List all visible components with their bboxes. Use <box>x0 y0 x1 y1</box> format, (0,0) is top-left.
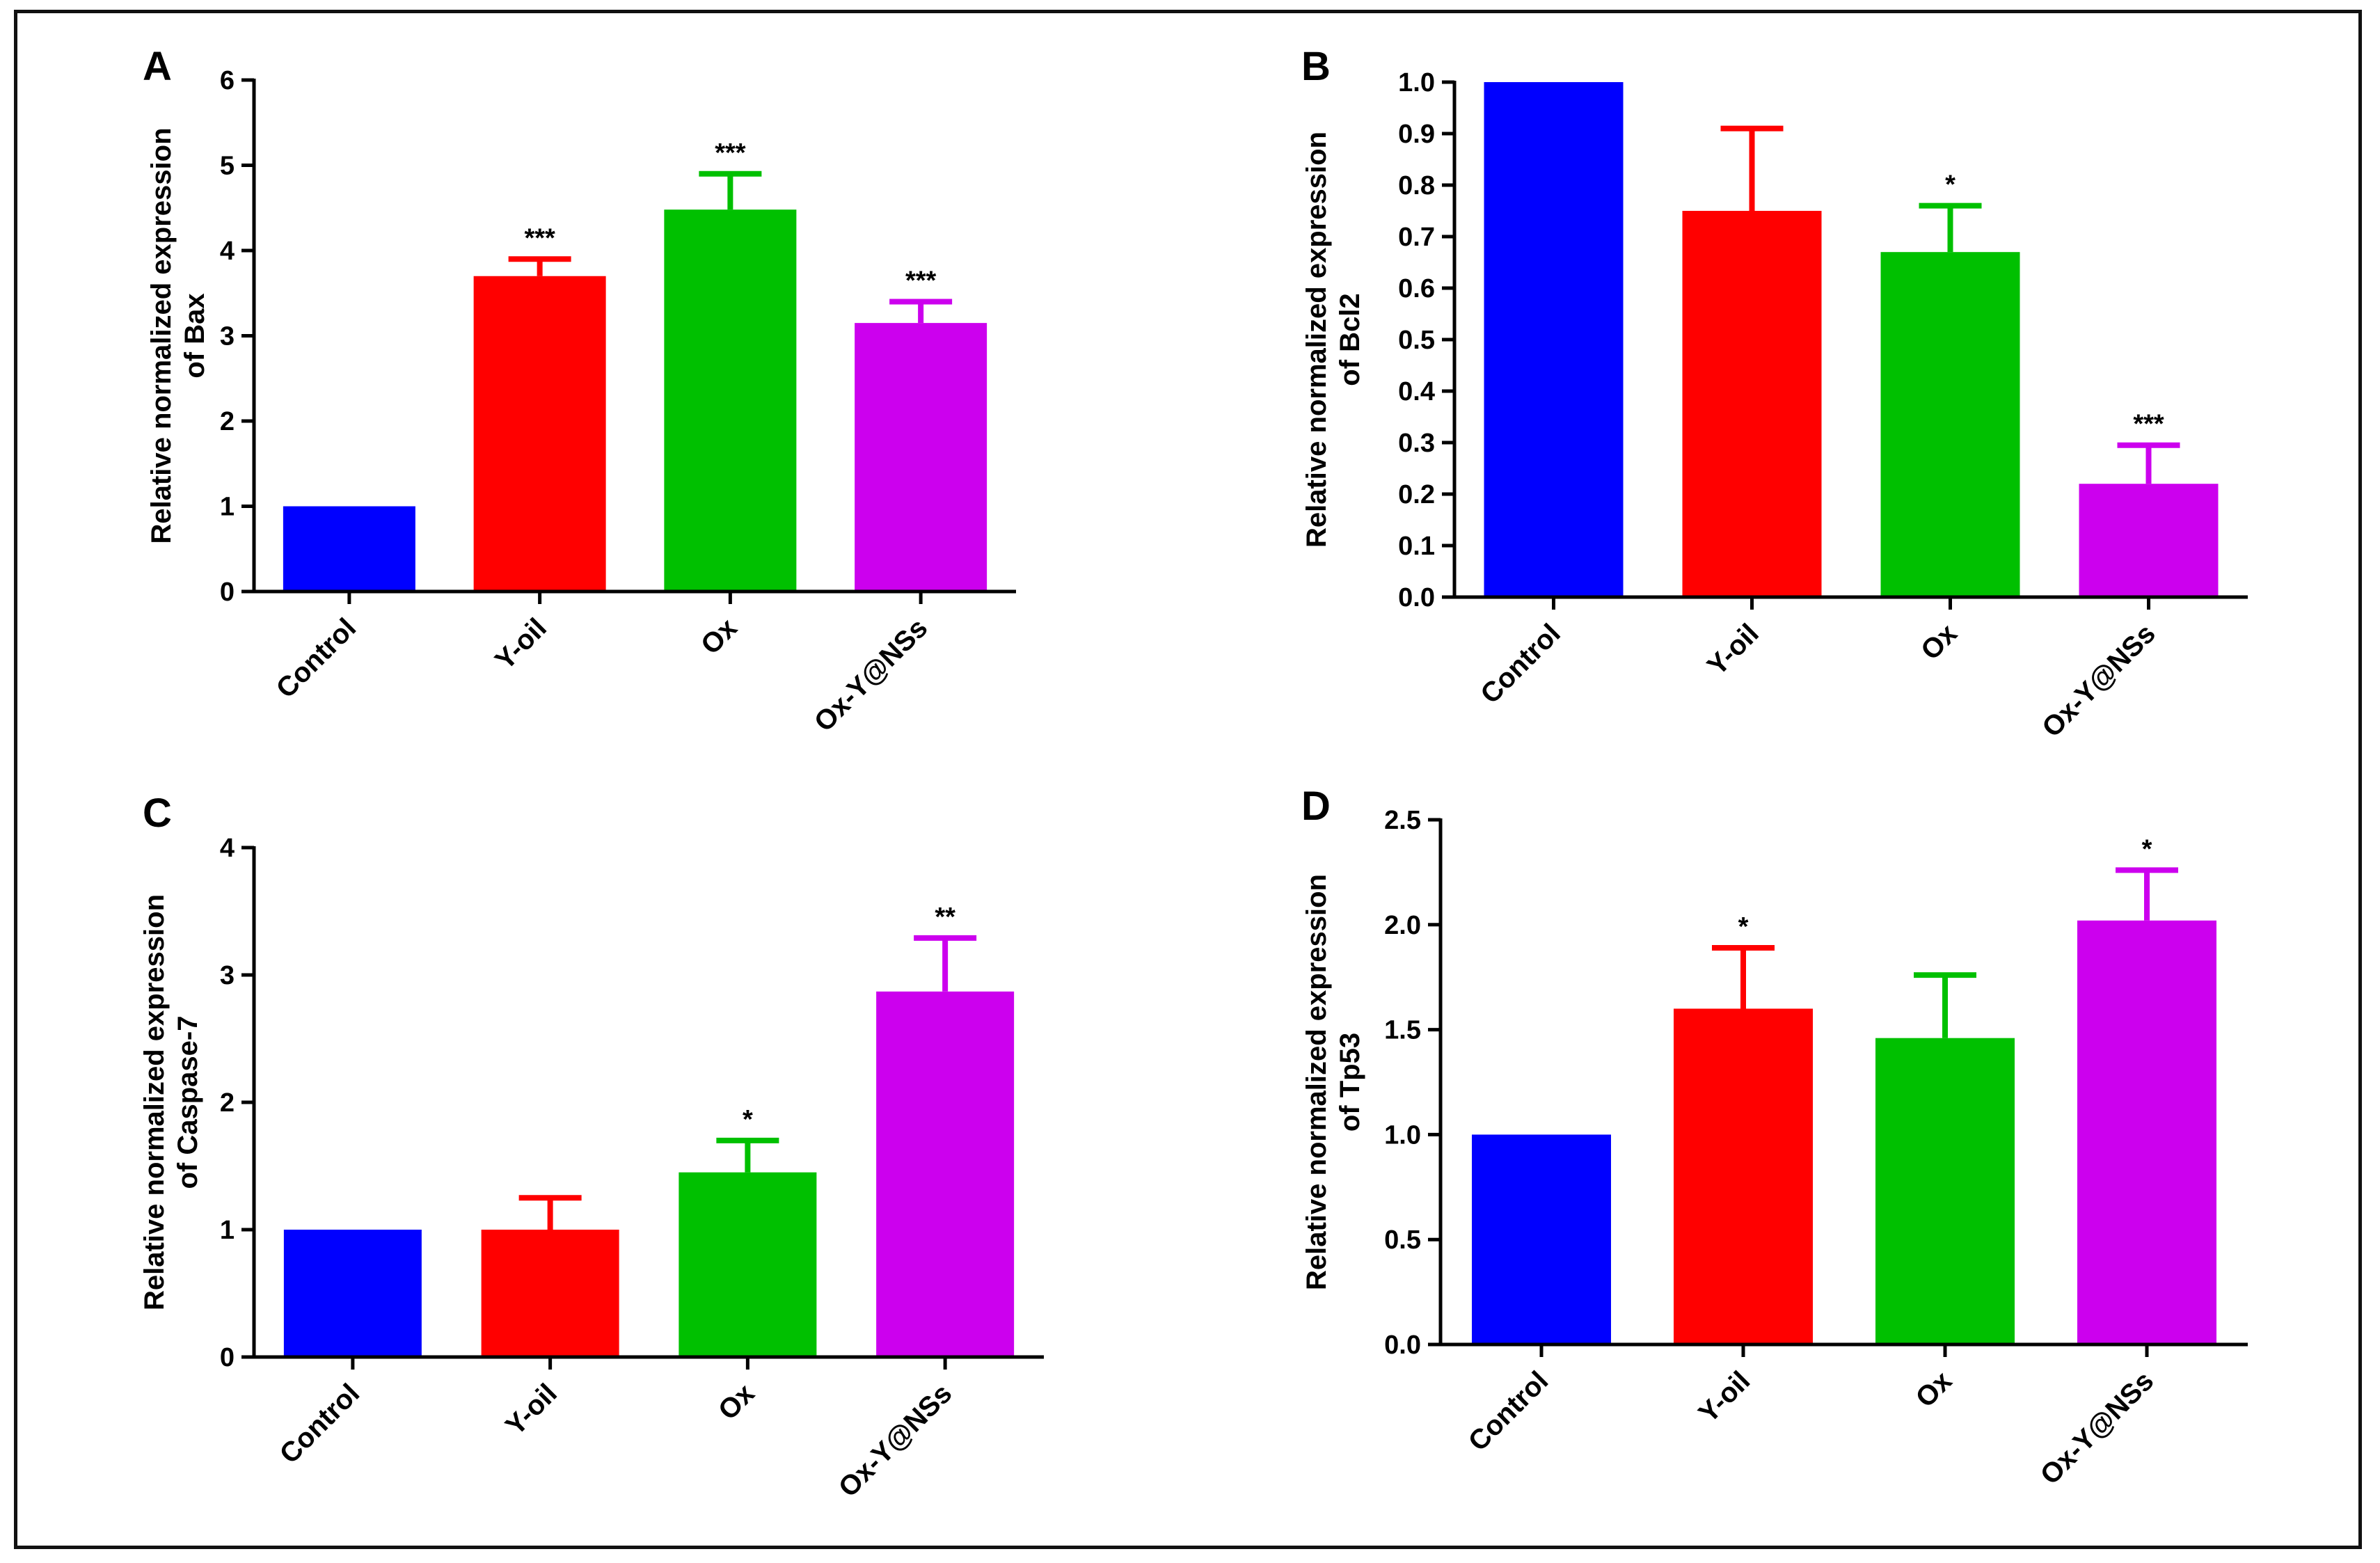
y-tick-label-b-1: 0.1 <box>1398 532 1435 561</box>
y-tick-label-d-1: 0.5 <box>1384 1225 1421 1255</box>
y-axis-label-c-line1: Relative normalized expression <box>139 894 170 1310</box>
x-tick-label-a-3: Ox-Y@NSs <box>809 612 934 738</box>
panel-letter-d: D <box>1301 784 1331 829</box>
y-tick-label-c-2: 2 <box>220 1088 235 1118</box>
bar-c-2 <box>679 1172 817 1357</box>
significance-label-b-3: *** <box>2133 410 2164 439</box>
y-tick-label-d-3: 1.5 <box>1384 1016 1421 1045</box>
x-tick-label-d-1: Y-oil <box>1693 1365 1756 1429</box>
y-tick-label-b-2: 0.2 <box>1398 480 1435 509</box>
y-tick-label-a-2: 2 <box>220 407 235 436</box>
y-tick-label-d-2: 1.0 <box>1384 1120 1421 1150</box>
panel-letter-a: A <box>143 44 172 89</box>
y-tick-label-d-0: 0.0 <box>1384 1331 1421 1360</box>
bar-d-3 <box>2077 920 2216 1344</box>
y-axis-label-d-line1: Relative normalized expression <box>1301 874 1332 1290</box>
y-tick-label-b-6: 0.6 <box>1398 274 1435 303</box>
y-axis-label-d-line2: of Tp53 <box>1335 1033 1365 1132</box>
panel-letter-c: C <box>143 791 172 836</box>
y-tick-label-b-9: 0.9 <box>1398 120 1435 149</box>
bar-a-2 <box>664 209 797 592</box>
bar-a-3 <box>855 323 987 592</box>
bar-b-0 <box>1484 82 1624 597</box>
bar-b-2 <box>1880 252 2020 597</box>
x-tick-label-c-2: Ox <box>713 1378 761 1426</box>
x-tick-label-b-0: Control <box>1475 618 1566 710</box>
bar-a-1 <box>473 276 606 592</box>
y-tick-label-d-4: 2.0 <box>1384 911 1421 940</box>
y-tick-label-d-5: 2.5 <box>1384 806 1421 835</box>
y-tick-label-a-3: 3 <box>220 322 235 351</box>
y-tick-label-b-4: 0.4 <box>1398 377 1435 406</box>
x-tick-label-d-2: Ox <box>1910 1365 1958 1413</box>
bar-d-2 <box>1875 1038 2015 1344</box>
significance-label-a-3: *** <box>905 267 937 296</box>
y-tick-label-c-3: 3 <box>220 961 235 990</box>
x-tick-label-a-2: Ox <box>695 612 743 660</box>
x-tick-label-d-3: Ox-Y@NSs <box>2035 1365 2160 1491</box>
y-tick-label-b-8: 0.8 <box>1398 171 1435 200</box>
bar-c-3 <box>876 991 1015 1357</box>
y-tick-label-c-1: 1 <box>220 1216 235 1245</box>
y-tick-label-b-0: 0.0 <box>1398 583 1435 612</box>
y-axis-label-c-line2: of Caspase-7 <box>173 1016 203 1189</box>
x-tick-label-c-1: Y-oil <box>500 1378 563 1441</box>
panel-letter-b: B <box>1301 44 1331 89</box>
y-tick-label-a-4: 4 <box>220 237 235 266</box>
x-tick-label-b-3: Ox-Y@NSs <box>2036 618 2161 743</box>
y-axis-label-b-line2: of Bcl2 <box>1335 293 1365 386</box>
x-tick-label-c-3: Ox-Y@NSs <box>833 1378 958 1503</box>
y-tick-label-b-10: 1.0 <box>1398 68 1435 97</box>
y-tick-label-b-7: 0.7 <box>1398 223 1435 252</box>
x-tick-label-a-1: Y-oil <box>489 612 553 676</box>
y-axis-label-a-line2: of Bax <box>180 293 210 378</box>
y-tick-label-a-1: 1 <box>220 493 235 522</box>
x-tick-label-d-0: Control <box>1463 1365 1555 1457</box>
significance-label-d-3: * <box>2142 834 2152 864</box>
y-axis-label-a-line1: Relative normalized expression <box>146 127 177 544</box>
y-tick-label-c-4: 4 <box>220 834 235 863</box>
x-tick-label-b-2: Ox <box>1915 618 1963 666</box>
bar-b-3 <box>2079 484 2219 597</box>
y-tick-label-b-3: 0.3 <box>1398 429 1435 458</box>
significance-label-b-2: * <box>1945 170 1955 200</box>
bar-b-1 <box>1682 211 1822 597</box>
bar-a-0 <box>283 506 415 592</box>
y-axis-label-b-line1: Relative normalized expression <box>1301 132 1332 548</box>
y-tick-label-a-0: 0 <box>220 578 235 607</box>
significance-label-d-1: * <box>1738 912 1749 942</box>
x-tick-label-c-0: Control <box>274 1378 366 1470</box>
significance-label-a-2: *** <box>715 138 746 168</box>
bar-d-1 <box>1674 1008 1813 1344</box>
y-tick-label-c-0: 0 <box>220 1343 235 1372</box>
bar-d-0 <box>1472 1134 1611 1344</box>
y-tick-label-b-5: 0.5 <box>1398 326 1435 355</box>
significance-label-c-3: ** <box>935 903 955 932</box>
bar-c-0 <box>283 1230 422 1357</box>
bar-c-1 <box>481 1230 619 1357</box>
y-tick-label-a-5: 5 <box>220 152 235 181</box>
significance-label-a-1: *** <box>524 223 555 253</box>
y-tick-label-a-6: 6 <box>220 66 235 95</box>
x-tick-label-a-0: Control <box>271 612 363 704</box>
x-tick-label-b-1: Y-oil <box>1701 618 1765 681</box>
significance-label-c-2: * <box>743 1105 753 1134</box>
